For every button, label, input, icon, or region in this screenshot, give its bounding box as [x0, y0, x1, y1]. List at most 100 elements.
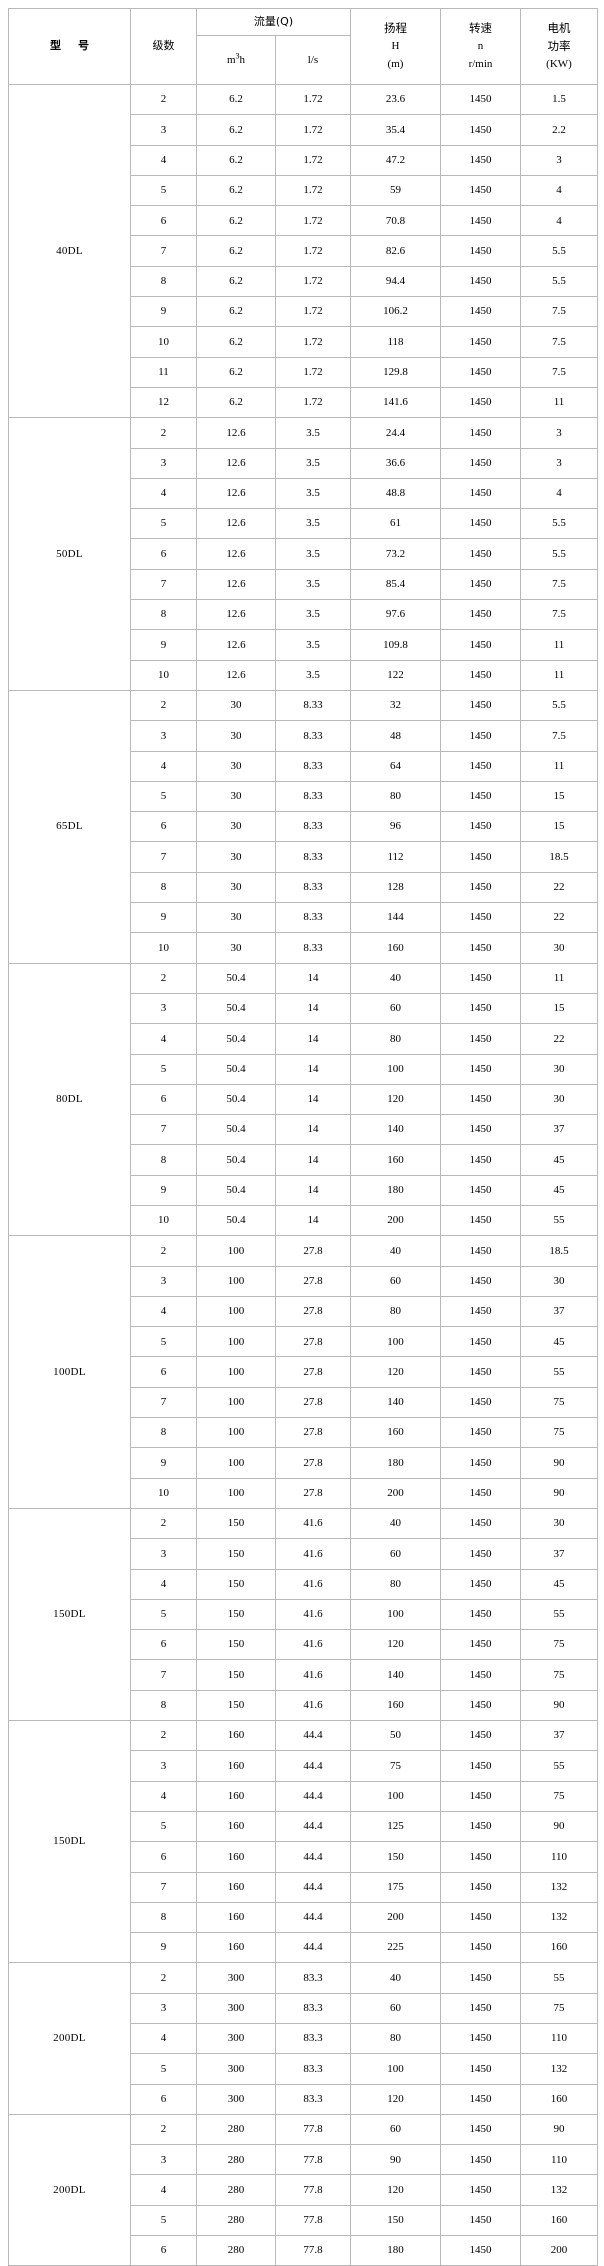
- column-header-flow-ls: l/s: [275, 35, 351, 85]
- flow-m3h-cell: 150: [196, 1538, 276, 1570]
- speed-cell: 1450: [440, 962, 521, 994]
- speed-cell: 1450: [440, 1810, 521, 1843]
- flow-m3h-cell: 150: [196, 1689, 276, 1722]
- stages-cell: 2: [130, 1507, 197, 1540]
- stages-cell: 8: [130, 1144, 197, 1176]
- flow-m3h-cell: 280: [196, 2235, 276, 2266]
- speed-cell: 1450: [440, 720, 521, 752]
- stages-cell: 3: [130, 114, 197, 146]
- flow-m3h-cell: 50.4: [196, 1083, 276, 1116]
- stages-cell: 7: [130, 1871, 197, 1903]
- flow-m3h-cell: 50.4: [196, 1023, 276, 1055]
- head-cell: 140: [350, 1114, 441, 1146]
- head-cell: 97.6: [350, 599, 441, 631]
- table-row: 4 30 8.33 64 1450 11: [9, 750, 598, 782]
- table-row: 8 50.4 14 160 1450 45: [9, 1144, 598, 1176]
- speed-cell: 1450: [440, 750, 521, 782]
- flow-m3h-cell: 30: [196, 750, 276, 782]
- power-cell: 30: [520, 1507, 598, 1540]
- head-cell: 48.8: [350, 477, 441, 510]
- flow-m3h-cell: 100: [196, 1235, 276, 1267]
- speed-cell: 1450: [440, 932, 521, 964]
- stages-cell: 6: [130, 205, 197, 237]
- power-cell: 18.5: [520, 841, 598, 873]
- power-cell: 45: [520, 1326, 598, 1358]
- flow-m3h-cell: 160: [196, 1810, 276, 1843]
- stages-cell: 7: [130, 1114, 197, 1146]
- flow-m3h-cell: 150: [196, 1598, 276, 1631]
- stages-cell: 6: [130, 2235, 197, 2266]
- head-cell: 100: [350, 1326, 441, 1358]
- flow-m3h-cell: 30: [196, 811, 276, 843]
- head-cell: 82.6: [350, 235, 441, 267]
- flow-ls-cell: 44.4: [275, 1901, 351, 1934]
- power-cell: 132: [520, 1871, 598, 1903]
- power-cell: 11: [520, 750, 598, 782]
- stages-cell: 2: [130, 689, 197, 722]
- head-cell: 106.2: [350, 296, 441, 328]
- power-cell: 3: [520, 144, 598, 176]
- flow-ls-cell: 77.8: [275, 2174, 351, 2206]
- table-row: 5 30 8.33 80 1450 15: [9, 780, 598, 813]
- head-cell: 180: [350, 1174, 441, 1206]
- power-cell: 30: [520, 1083, 598, 1116]
- head-cell: 100: [350, 1780, 441, 1812]
- flow-m3h-cell: 160: [196, 1841, 276, 1873]
- power-cell: 110: [520, 2022, 598, 2055]
- speed-cell: 1450: [440, 2053, 521, 2085]
- head-cell: 200: [350, 1477, 441, 1509]
- flow-ls-cell: 8.33: [275, 689, 351, 722]
- speed-cell: 1450: [440, 811, 521, 843]
- flow-ls-cell: 44.4: [275, 1841, 351, 1873]
- header-row-1: 型 号 级数 流量(Q) 扬程 H (m) 转速 n r/min 电机 功率 (…: [8, 8, 598, 85]
- head-cell: 109.8: [350, 629, 441, 661]
- head-cell: 160: [350, 1689, 441, 1722]
- table-row: 4 100 27.8 80 1450 37: [9, 1295, 598, 1328]
- power-cell: 110: [520, 2144, 598, 2176]
- flow-ls-cell: 27.8: [275, 1447, 351, 1479]
- stages-cell: 7: [130, 568, 197, 601]
- flow-ls-cell: 8.33: [275, 750, 351, 782]
- power-cell: 75: [520, 1659, 598, 1691]
- flow-ls-cell: 27.8: [275, 1265, 351, 1297]
- speed-cell: 1450: [440, 1204, 521, 1237]
- flow-ls-cell: 14: [275, 1204, 351, 1237]
- speed-cell: 1450: [440, 417, 521, 449]
- power-cell: 5.5: [520, 235, 598, 267]
- model-cell: 50DL: [8, 417, 131, 691]
- pump-specification-table: 型 号 级数 流量(Q) 扬程 H (m) 转速 n r/min 电机 功率 (…: [8, 8, 598, 2266]
- head-cell: 90: [350, 2144, 441, 2176]
- head-cell: 125: [350, 1810, 441, 1843]
- head-cell: 75: [350, 1750, 441, 1782]
- head-cell: 24.4: [350, 417, 441, 449]
- flow-m3h-cell: 160: [196, 1780, 276, 1812]
- head-cell: 112: [350, 841, 441, 873]
- stages-cell: 7: [130, 1386, 197, 1419]
- flow-m3h-cell: 12.6: [196, 477, 276, 510]
- head-cell: 60: [350, 1265, 441, 1297]
- flow-ls-cell: 83.3: [275, 2053, 351, 2085]
- table-row: 3 6.2 1.72 35.4 1450 2.2: [9, 114, 598, 146]
- power-cell: 3: [520, 447, 598, 479]
- speed-cell: 1450: [440, 174, 521, 207]
- table-row: 5 160 44.4 125 1450 90: [9, 1810, 598, 1843]
- stages-cell: 8: [130, 599, 197, 631]
- speed-cell: 1450: [440, 1871, 521, 1903]
- stages-cell: 5: [130, 1053, 197, 1085]
- flow-ls-cell: 77.8: [275, 2113, 351, 2146]
- power-cell: 5.5: [520, 538, 598, 570]
- flow-ls-cell: 1.72: [275, 144, 351, 176]
- power-cell: 132: [520, 2174, 598, 2206]
- power-cell: 75: [520, 1629, 598, 1661]
- flow-m3h-cell: 100: [196, 1356, 276, 1388]
- stages-cell: 11: [130, 356, 197, 388]
- flow-m3h-cell: 100: [196, 1447, 276, 1479]
- table-row: 9 160 44.4 225 1450 160: [9, 1932, 598, 1964]
- power-cell: 75: [520, 1780, 598, 1812]
- flow-m3h-cell: 150: [196, 1629, 276, 1661]
- flow-m3h-cell: 280: [196, 2204, 276, 2237]
- head-cell: 85.4: [350, 568, 441, 601]
- power-cell: 37: [520, 1720, 598, 1752]
- flow-ls-cell: 3.5: [275, 538, 351, 570]
- table-row: 8 100 27.8 160 1450 75: [9, 1417, 598, 1449]
